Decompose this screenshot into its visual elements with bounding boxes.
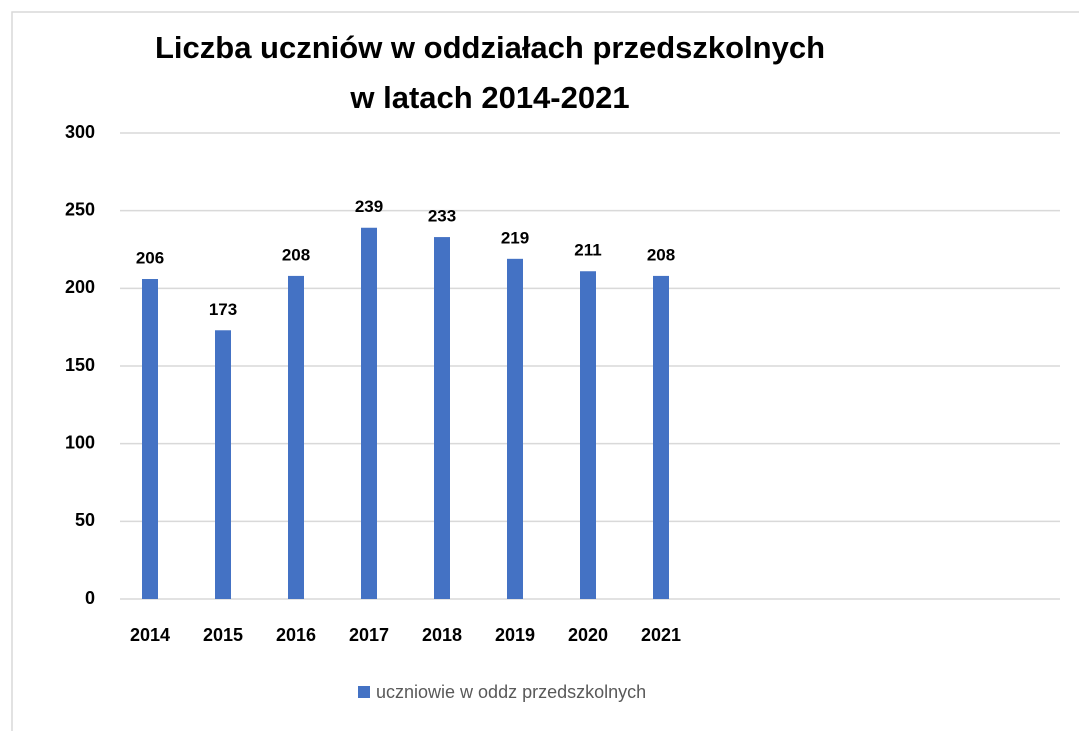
x-tick-label: 2014 bbox=[130, 625, 170, 645]
bar bbox=[215, 330, 231, 599]
y-tick-label: 150 bbox=[65, 355, 95, 375]
data-label: 219 bbox=[501, 228, 529, 247]
data-label: 173 bbox=[209, 300, 237, 319]
y-tick-label: 0 bbox=[85, 588, 95, 608]
x-tick-label: 2015 bbox=[203, 625, 243, 645]
chart-title: Liczba uczniów w oddziałach przedszkolny… bbox=[155, 30, 825, 65]
y-tick-label: 50 bbox=[75, 510, 95, 530]
x-tick-label: 2016 bbox=[276, 625, 316, 645]
bar bbox=[507, 258, 523, 599]
bar bbox=[580, 271, 596, 599]
bar bbox=[653, 275, 669, 599]
data-label: 233 bbox=[428, 207, 456, 226]
data-label: 239 bbox=[355, 197, 383, 216]
chart-border bbox=[11, 11, 1079, 731]
legend-swatch bbox=[358, 686, 370, 698]
data-label: 206 bbox=[136, 248, 164, 267]
y-tick-label: 100 bbox=[65, 432, 95, 452]
x-tick-label: 2019 bbox=[495, 625, 535, 645]
x-tick-label: 2017 bbox=[349, 625, 389, 645]
y-tick-label: 250 bbox=[65, 199, 95, 219]
bar bbox=[142, 279, 158, 599]
data-label: 211 bbox=[574, 241, 601, 260]
bar bbox=[434, 237, 450, 599]
x-tick-label: 2020 bbox=[568, 625, 608, 645]
bar bbox=[361, 227, 377, 599]
y-tick-label: 200 bbox=[65, 277, 95, 297]
y-tick-label: 300 bbox=[65, 122, 95, 142]
data-label: 208 bbox=[282, 245, 310, 264]
x-tick-label: 2018 bbox=[422, 625, 462, 645]
bar bbox=[288, 275, 304, 599]
x-tick-label: 2021 bbox=[641, 625, 681, 645]
chart-title: w latach 2014-2021 bbox=[349, 80, 629, 115]
legend-label: uczniowie w oddz przedszkolnych bbox=[376, 682, 646, 702]
data-label: 208 bbox=[647, 245, 675, 264]
